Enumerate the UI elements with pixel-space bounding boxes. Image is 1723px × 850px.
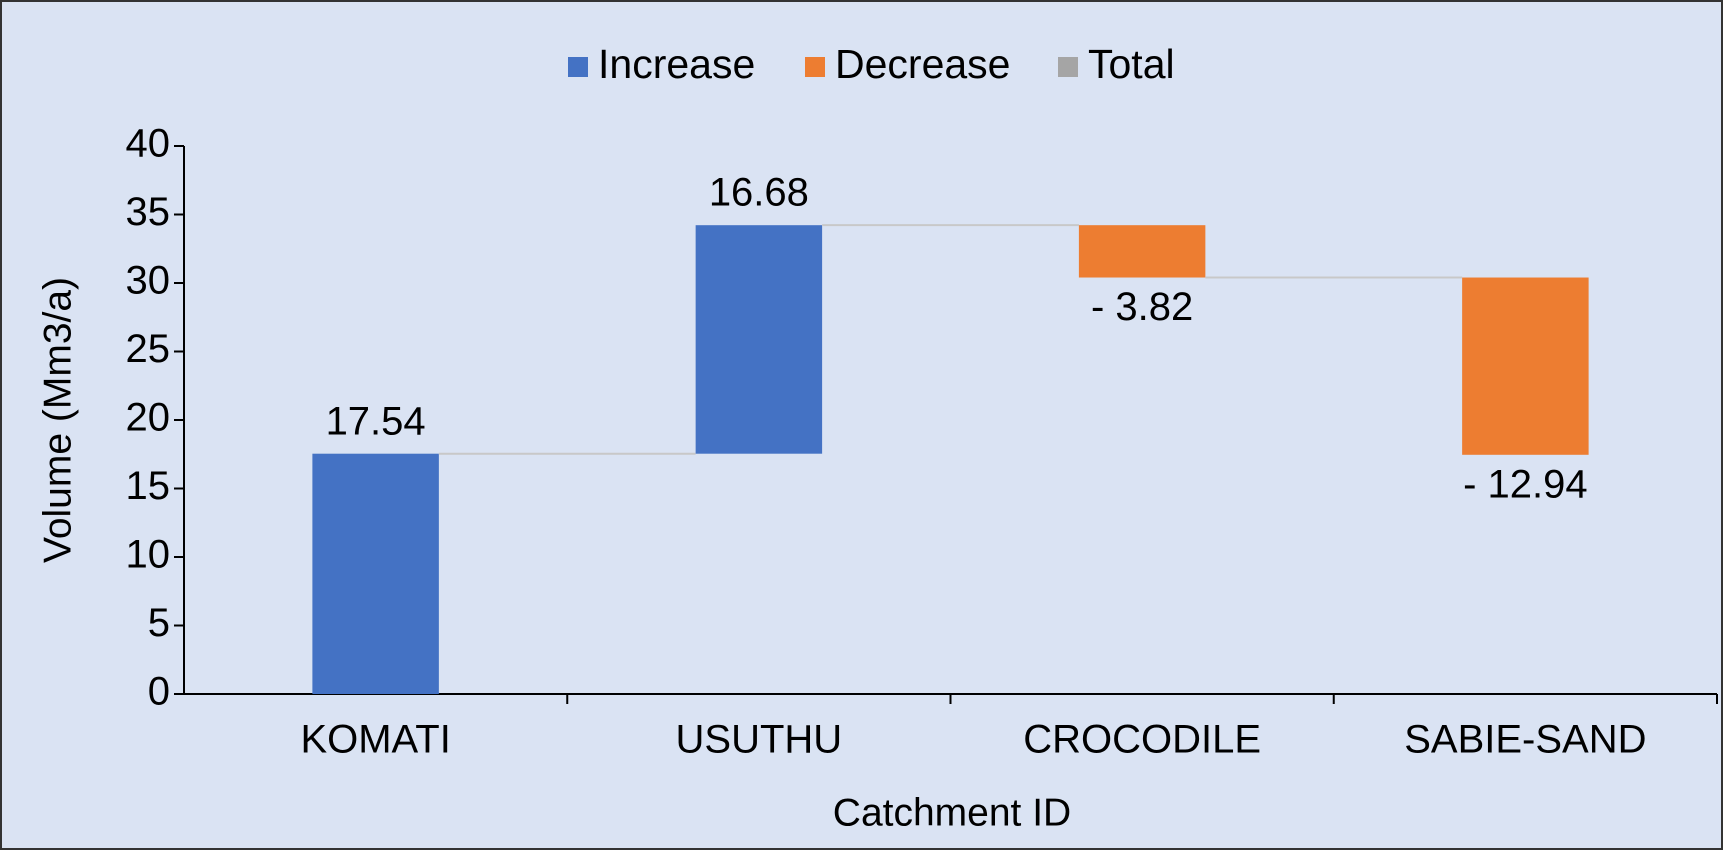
bar xyxy=(1078,225,1206,278)
bar xyxy=(695,225,823,454)
y-tick-label: 35 xyxy=(126,190,171,234)
x-tick-label: SABIE-SAND xyxy=(1404,718,1646,762)
value-label: 17.54 xyxy=(326,399,426,443)
legend-label: Total xyxy=(1088,41,1175,87)
legend-swatch xyxy=(1058,57,1078,77)
y-axis-title: Volume (Mm3/a) xyxy=(36,277,79,563)
x-tick-label: KOMATI xyxy=(300,718,450,762)
legend-swatch xyxy=(568,57,588,77)
x-tick-label: CROCODILE xyxy=(1023,718,1261,762)
legend-label: Increase xyxy=(598,41,755,87)
x-tick-label: USUTHU xyxy=(676,718,843,762)
y-tick-label: 0 xyxy=(148,670,170,714)
y-tick-label: 15 xyxy=(126,464,171,508)
value-label: - 3.82 xyxy=(1091,285,1193,329)
y-tick-label: 30 xyxy=(126,259,171,303)
x-axis-title: Catchment ID xyxy=(833,791,1071,834)
y-tick-label: 40 xyxy=(126,122,171,166)
y-tick-label: 20 xyxy=(126,396,171,440)
value-label: - 12.94 xyxy=(1463,462,1588,506)
bar xyxy=(1462,277,1589,455)
legend-swatch xyxy=(805,57,825,77)
y-tick-label: 10 xyxy=(126,533,171,577)
y-tick-label: 5 xyxy=(148,601,170,645)
value-label: 16.68 xyxy=(709,171,809,215)
bar xyxy=(312,453,439,694)
y-tick-label: 25 xyxy=(126,327,171,371)
legend-label: Decrease xyxy=(835,41,1010,87)
